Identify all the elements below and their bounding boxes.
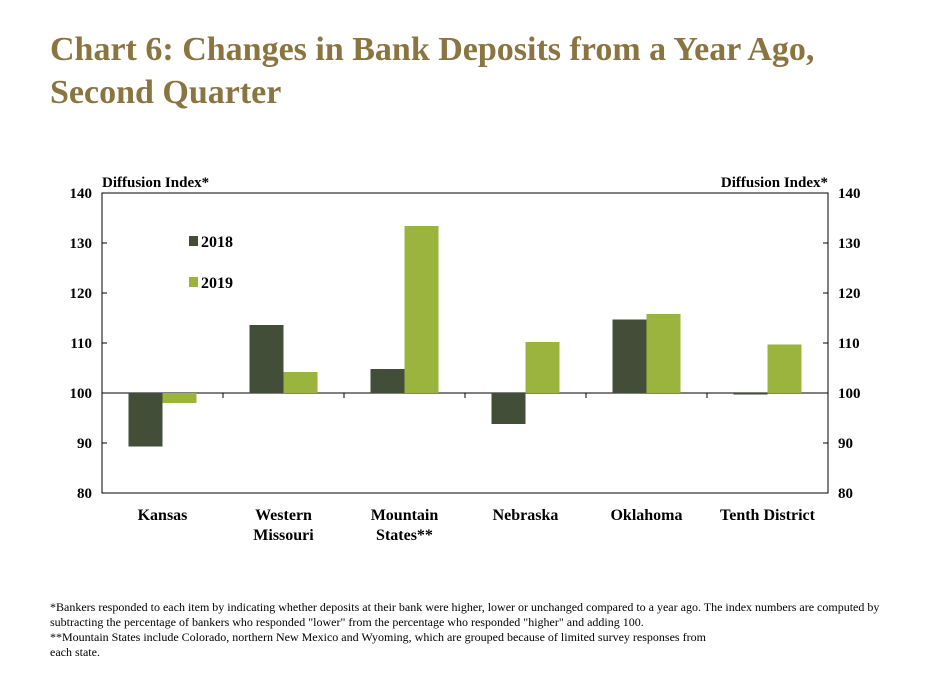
bar-2018 [249, 325, 284, 393]
x-tick-label: Tenth District [720, 507, 816, 524]
y-tick-label-left: 110 [70, 336, 92, 352]
chart-legend: 2018 2019 [189, 234, 233, 292]
y-tick-label-right: 130 [838, 236, 861, 252]
bar-2019 [646, 314, 681, 393]
bar-2018 [128, 393, 163, 447]
chart-axes [101, 192, 829, 494]
y-tick-label-left: 120 [70, 286, 93, 302]
bar-2018 [733, 393, 768, 395]
legend-label-2018: 2018 [201, 234, 233, 251]
bar-2018 [370, 369, 405, 393]
footnote-2: **Mountain States include Colorado, nort… [50, 630, 706, 659]
footnotes: *Bankers responded to each item by indic… [50, 600, 910, 660]
bar-2019 [404, 226, 439, 393]
y-tick-label-left: 100 [70, 386, 93, 402]
chart-labels: 80 80 90 90 100 100 110 110 120 120 130 130 140 140 Di… [70, 175, 861, 544]
chart-title-line-2: Second Quarter [50, 74, 282, 111]
chart-bars [128, 226, 802, 447]
chart-title: Chart 6: Changes in Bank Deposits from a… [50, 28, 910, 114]
bar-2019 [162, 393, 197, 403]
y-tick-label-left: 140 [70, 186, 93, 202]
chart-title-line-1: Chart 6: Changes in Bank Deposits from a… [50, 31, 815, 68]
bar-2019 [767, 344, 802, 393]
y-tick-label-right: 140 [838, 186, 861, 202]
x-tick-label: States** [376, 527, 433, 544]
y-tick-label-right: 90 [838, 436, 853, 452]
footnote-1: *Bankers responded to each item by indic… [50, 600, 880, 629]
x-tick-label: Nebraska [493, 507, 559, 524]
bar-2018 [491, 393, 526, 424]
bar-chart: 80 80 90 90 100 100 110 110 120 120 130 130 140 140 Di… [70, 175, 861, 544]
x-tick-label: Missouri [253, 527, 314, 544]
x-tick-label: Oklahoma [610, 507, 682, 524]
bar-2018 [612, 319, 647, 393]
bar-2019 [283, 372, 318, 393]
y-axis-title-left: Diffusion Index* [102, 175, 209, 191]
y-tick-label-left: 90 [77, 436, 92, 452]
y-tick-label-right: 110 [838, 336, 860, 352]
legend-swatch-2018 [189, 236, 198, 246]
y-tick-label-right: 100 [838, 386, 861, 402]
bar-2019 [525, 342, 560, 393]
y-tick-label-left: 80 [77, 486, 92, 502]
y-axis-title-right: Diffusion Index* [721, 175, 828, 191]
x-tick-label: Kansas [138, 507, 188, 524]
y-tick-label-right: 120 [838, 286, 861, 302]
y-tick-label-right: 80 [838, 486, 853, 502]
x-tick-label: Western [255, 507, 312, 524]
y-tick-label-left: 130 [70, 236, 93, 252]
legend-label-2019: 2019 [201, 275, 233, 292]
x-tick-label: Mountain [371, 507, 439, 524]
legend-swatch-2019 [189, 277, 198, 287]
